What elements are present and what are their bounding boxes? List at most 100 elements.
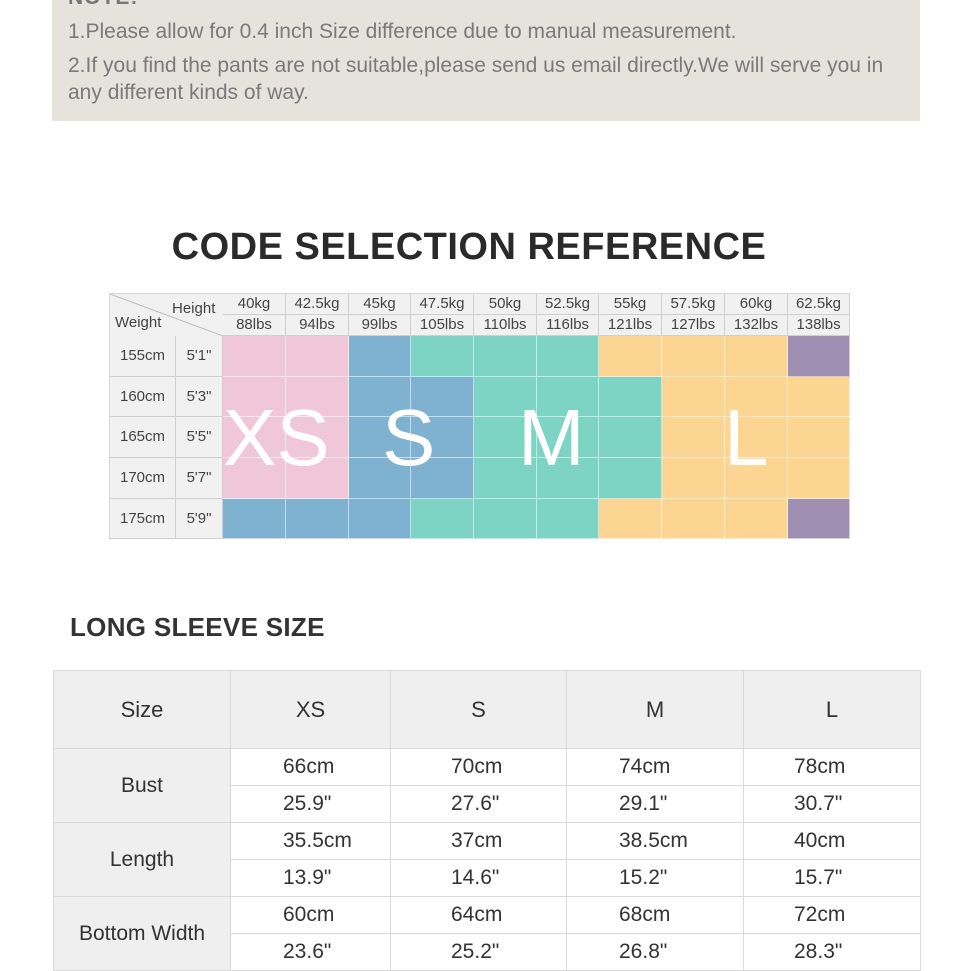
table-cell: 15.2" bbox=[566, 859, 744, 897]
size-cell bbox=[537, 336, 599, 377]
size-cell bbox=[474, 458, 537, 499]
table-cell: 29.1" bbox=[566, 785, 744, 823]
table-cell: 25.2" bbox=[390, 933, 567, 971]
header-size: Size bbox=[53, 670, 231, 749]
long-sleeve-title: LONG SLEEVE SIZE bbox=[70, 612, 325, 642]
note-line-2: 2.If you find the pants are not suitable… bbox=[68, 54, 884, 104]
table-cell: 15.7" bbox=[743, 859, 921, 897]
size-cell bbox=[537, 458, 599, 499]
weight-lbs-label: 121lbs bbox=[599, 315, 662, 336]
size-cell bbox=[662, 336, 725, 377]
weight-lbs-label: 99lbs bbox=[349, 315, 411, 336]
weight-lbs-label: 88lbs bbox=[223, 315, 286, 336]
weight-kg-label: 55kg bbox=[599, 294, 662, 315]
table-cell: 25.9" bbox=[230, 785, 391, 823]
table-cell: 40cm bbox=[743, 822, 921, 860]
weight-lbs-label: 132lbs bbox=[725, 315, 788, 336]
table-cell: 68cm bbox=[566, 896, 744, 934]
row-label-length: Length bbox=[53, 822, 231, 897]
table-cell: 74cm bbox=[566, 748, 744, 786]
table-cell: 38.5cm bbox=[566, 822, 744, 860]
code-selection-grid: Height Weight 40kg 88lbs 42.5kg 94lbs 45kg 99… bbox=[109, 293, 850, 539]
table-header-row: Size XS S M L bbox=[53, 670, 921, 749]
size-cell bbox=[223, 377, 286, 417]
height-ft-label: 5'5" bbox=[176, 417, 223, 458]
table-cell: 70cm bbox=[390, 748, 567, 786]
weight-lbs-label: 94lbs bbox=[286, 315, 349, 336]
size-cell bbox=[223, 336, 286, 377]
size-cell bbox=[725, 458, 788, 499]
size-cell bbox=[286, 336, 349, 377]
weight-lbs-label: 138lbs bbox=[788, 315, 850, 336]
weight-kg-label: 45kg bbox=[349, 294, 411, 315]
corner-diagonal bbox=[110, 294, 223, 336]
weight-lbs-label: 127lbs bbox=[662, 315, 725, 336]
table-cell: 23.6" bbox=[230, 933, 391, 971]
size-cell bbox=[286, 417, 349, 458]
weight-kg-label: 40kg bbox=[223, 294, 286, 315]
table-cell: 28.3" bbox=[743, 933, 921, 971]
size-cell bbox=[788, 458, 850, 499]
size-cell bbox=[537, 417, 599, 458]
size-cell bbox=[725, 499, 788, 539]
size-cell bbox=[286, 377, 349, 417]
size-label-l: L bbox=[724, 393, 769, 482]
header-s: S bbox=[390, 670, 567, 749]
size-cell bbox=[725, 336, 788, 377]
size-cell bbox=[599, 377, 662, 417]
height-ft-label: 5'3" bbox=[176, 377, 223, 417]
size-cell bbox=[286, 458, 349, 499]
table-cell: 64cm bbox=[390, 896, 567, 934]
size-label-s: S bbox=[382, 393, 436, 482]
size-cell bbox=[349, 377, 411, 417]
height-cm-label: 165cm bbox=[110, 417, 176, 458]
weight-kg-label: 62.5kg bbox=[788, 294, 850, 315]
table-cell: 27.6" bbox=[390, 785, 567, 823]
height-ft-label: 5'1" bbox=[176, 336, 223, 377]
size-cell bbox=[474, 499, 537, 539]
size-cell bbox=[725, 377, 788, 417]
weight-kg-label: 47.5kg bbox=[411, 294, 474, 315]
size-cell bbox=[223, 417, 286, 458]
size-cell bbox=[223, 458, 286, 499]
size-cell bbox=[599, 458, 662, 499]
size-cell bbox=[662, 458, 725, 499]
note-box: NOTE: 1.Please allow for 0.4 inch Size d… bbox=[52, 0, 920, 121]
table-cell: 26.8" bbox=[566, 933, 744, 971]
size-cell bbox=[411, 377, 474, 417]
size-cell bbox=[662, 377, 725, 417]
table-cell: 30.7" bbox=[743, 785, 921, 823]
height-cm-label: 175cm bbox=[110, 499, 176, 539]
table-row: Length 35.5cm 37cm 38.5cm 40cm bbox=[53, 822, 921, 897]
size-cell bbox=[286, 499, 349, 539]
header-l: L bbox=[743, 670, 921, 749]
height-cm-label: 155cm bbox=[110, 336, 176, 377]
header-xs: XS bbox=[230, 670, 391, 749]
weight-kg-label: 50kg bbox=[474, 294, 537, 315]
size-cell bbox=[411, 417, 474, 458]
size-cell bbox=[349, 499, 411, 539]
size-cell bbox=[411, 458, 474, 499]
size-cell bbox=[349, 458, 411, 499]
table-cell: 66cm bbox=[230, 748, 391, 786]
size-cell bbox=[474, 377, 537, 417]
weight-lbs-label: 116lbs bbox=[537, 315, 599, 336]
size-cell bbox=[662, 417, 725, 458]
table-cell: 72cm bbox=[743, 896, 921, 934]
table-cell: 78cm bbox=[743, 748, 921, 786]
size-cell bbox=[788, 336, 850, 377]
table-row: Bottom Width 60cm 64cm 68cm 72cm bbox=[53, 896, 921, 971]
size-cell bbox=[411, 499, 474, 539]
table-row: 13.9" 14.6" 15.2" 15.7" bbox=[54, 859, 921, 897]
size-cell bbox=[349, 336, 411, 377]
table-cell: 14.6" bbox=[390, 859, 567, 897]
weight-kg-label: 57.5kg bbox=[662, 294, 725, 315]
weight-lbs-label: 110lbs bbox=[474, 315, 537, 336]
weight-lbs-label: 105lbs bbox=[411, 315, 474, 336]
size-cell bbox=[474, 336, 537, 377]
row-label-bottom-width: Bottom Width bbox=[53, 896, 231, 971]
header-m: M bbox=[566, 670, 744, 749]
size-cell bbox=[537, 377, 599, 417]
size-cell bbox=[662, 499, 725, 539]
corner-height-label: Height bbox=[172, 300, 216, 317]
